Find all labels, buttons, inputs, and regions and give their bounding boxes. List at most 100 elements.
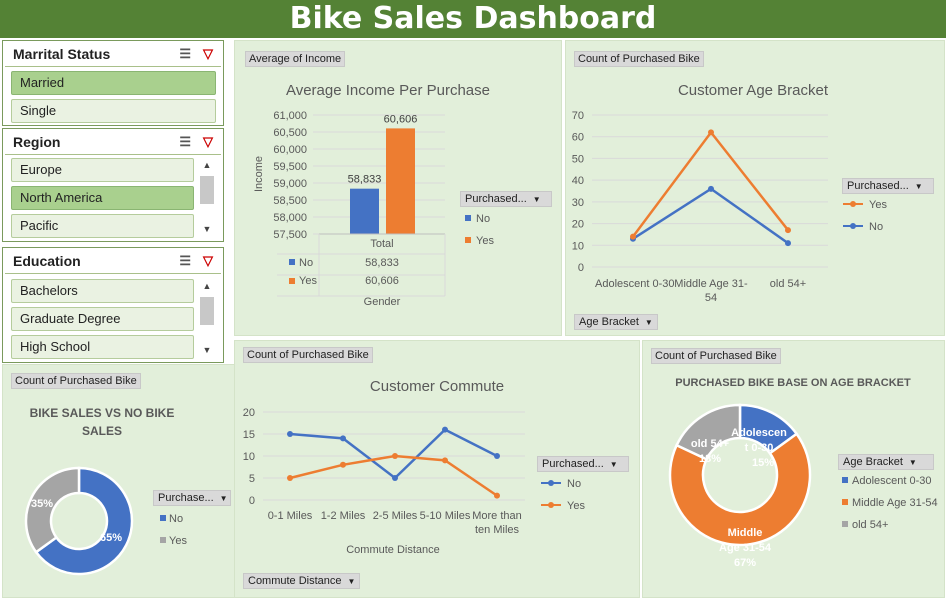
agebase-legend-middle: Middle Age 31-54: [852, 497, 938, 509]
slicer-title-education: Education: [13, 252, 81, 269]
slicer-item-married[interactable]: Married: [11, 71, 216, 95]
multi-select-icon[interactable]: ☰: [179, 252, 191, 268]
slicer-item-europe[interactable]: Europe: [11, 158, 194, 182]
agebase-label-adolescent-3: 15%: [752, 457, 774, 469]
x-tick-label: 54: [705, 292, 717, 304]
income-legend-no: No: [476, 213, 490, 225]
agebase-legend-old: old 54+: [852, 519, 888, 531]
sales-legend-filter[interactable]: Purchase... ▼: [153, 490, 231, 506]
age-legend-yes: Yes: [869, 199, 887, 211]
field-tag-count-purchased[interactable]: Count of Purchased Bike: [651, 348, 781, 364]
age-chart-panel[interactable]: Count of Purchased Bike Customer Age Bra…: [565, 40, 945, 336]
y-tick-label: 60,000: [273, 144, 307, 156]
legend-marker-no: [465, 215, 471, 221]
multi-select-icon[interactable]: ☰: [179, 45, 191, 61]
income-table-yes: Yes: [299, 275, 317, 287]
y-tick-label: 40: [572, 175, 584, 187]
clear-filter-icon[interactable]: ▽: [203, 45, 213, 61]
agebase-legend-adolescent: Adolescent 0-30: [852, 475, 932, 487]
sales-legend-no: No: [169, 513, 183, 525]
x-tick-label: 2-5 Miles: [373, 510, 418, 522]
dropdown-caret-icon: ▼: [219, 494, 228, 503]
legend-marker-yes: [465, 237, 471, 243]
education-scrollbar[interactable]: ▲ ▼: [199, 279, 215, 359]
x-tick-label: 0-1 Miles: [268, 510, 313, 522]
age-chart-title: Customer Age Bracket: [678, 82, 829, 99]
income-legend-filter[interactable]: Purchased... ▼: [460, 191, 552, 207]
field-tag-count-purchased[interactable]: Count of Purchased Bike: [243, 347, 373, 363]
income-chart-panel[interactable]: Average of Income Average Income Per Pur…: [234, 40, 562, 336]
data-point: [785, 240, 791, 247]
commute-legend-yes: Yes: [567, 500, 585, 512]
slice-old: [674, 403, 742, 461]
bar-yes: [386, 128, 415, 234]
series-line-no: [632, 187, 789, 245]
age-legend-no: No: [869, 221, 883, 233]
legend-marker-old: [842, 521, 848, 527]
slicer-item-graduate-degree[interactable]: Graduate Degree: [11, 307, 194, 331]
multi-select-icon[interactable]: ☰: [179, 133, 191, 149]
region-scrollbar[interactable]: ▲ ▼: [199, 158, 215, 238]
y-tick-label: 59,000: [273, 178, 307, 190]
y-tick-label: 0: [578, 262, 584, 274]
data-point: [392, 453, 398, 459]
y-tick-label: 20: [243, 407, 255, 419]
slicer-item-north-america[interactable]: North America: [11, 186, 194, 210]
sales-chart-title: BIKE SALES VS NO BIKE: [30, 406, 175, 420]
clear-filter-icon[interactable]: ▽: [203, 252, 213, 268]
commute-axis-filter[interactable]: Commute Distance ▼: [243, 573, 361, 589]
field-tag-average-income[interactable]: Average of Income: [245, 51, 346, 67]
slicer-item-high-school[interactable]: High School: [11, 335, 194, 359]
y-tick-label: 61,000: [273, 110, 307, 122]
data-point: [340, 461, 346, 468]
x-tick-label: Adolescent 0-30: [595, 278, 675, 290]
agebase-label-middle-1: Middle: [728, 527, 763, 539]
age-legend-filter[interactable]: Purchased... ▼: [842, 178, 934, 194]
legend-marker-yes: [160, 537, 166, 543]
commute-chart-panel[interactable]: Count of Purchased Bike Customer Commute…: [234, 340, 640, 598]
data-point: [630, 233, 636, 240]
marital-status-slicer: Marrital Status ☰ ▽ Married Single: [2, 40, 224, 126]
chevron-down-icon[interactable]: ▼: [202, 224, 212, 234]
y-tick-label: 58,000: [273, 212, 307, 224]
agebase-donut-panel[interactable]: Count of Purchased Bike PURCHASED BIKE B…: [642, 340, 945, 598]
slicer-item-bachelors[interactable]: Bachelors: [11, 279, 194, 303]
chevron-down-icon[interactable]: ▼: [202, 345, 212, 355]
data-point: [494, 492, 500, 499]
data-point: [708, 185, 714, 192]
agebase-chart-title: PURCHASED BIKE BASE ON AGE BRACKET: [675, 377, 911, 389]
slice-no: [34, 466, 134, 576]
field-tag-count-purchased[interactable]: Count of Purchased Bike: [11, 373, 141, 389]
agebase-legend-filter[interactable]: Age Bracket ▼: [838, 454, 934, 470]
data-label: 60,606: [384, 113, 418, 125]
chevron-up-icon[interactable]: ▲: [202, 281, 212, 291]
legend-marker-no: [548, 480, 554, 486]
commute-x-axis-label: Commute Distance: [346, 544, 440, 556]
x-tick-label: Middle Age 31-: [674, 278, 748, 290]
commute-legend-no: No: [567, 478, 581, 490]
age-axis-filter[interactable]: Age Bracket ▼: [574, 314, 658, 330]
slicer-title-marital: Marrital Status: [13, 45, 111, 62]
y-tick-label: 70: [572, 110, 584, 122]
slice-middle-age: [668, 432, 812, 547]
data-point: [442, 457, 448, 464]
legend-marker-yes: [850, 201, 856, 207]
slicer-item-single[interactable]: Single: [11, 99, 216, 123]
commute-legend-filter[interactable]: Purchased... ▼: [537, 456, 629, 472]
dropdown-caret-icon: ▼: [908, 458, 917, 467]
y-tick-label: 60,500: [273, 127, 307, 139]
field-tag-count-purchased[interactable]: Count of Purchased Bike: [574, 51, 704, 67]
y-tick-label: 10: [243, 451, 255, 463]
legend-marker-middle: [842, 499, 848, 505]
chevron-up-icon[interactable]: ▲: [202, 160, 212, 170]
sales-donut-panel[interactable]: Count of Purchased Bike BIKE SALES VS NO…: [2, 364, 238, 598]
region-slicer: Region ☰ ▽ Europe North America Pacific …: [2, 128, 224, 242]
x-tick-label: old 54+: [770, 278, 806, 290]
sales-legend-yes: Yes: [169, 535, 187, 547]
agebase-label-middle-2: Age 31-54: [719, 542, 772, 554]
data-point: [287, 431, 293, 437]
legend-marker-no: [160, 515, 166, 521]
data-point: [708, 129, 714, 136]
clear-filter-icon[interactable]: ▽: [203, 133, 213, 149]
slicer-item-pacific[interactable]: Pacific: [11, 214, 194, 238]
